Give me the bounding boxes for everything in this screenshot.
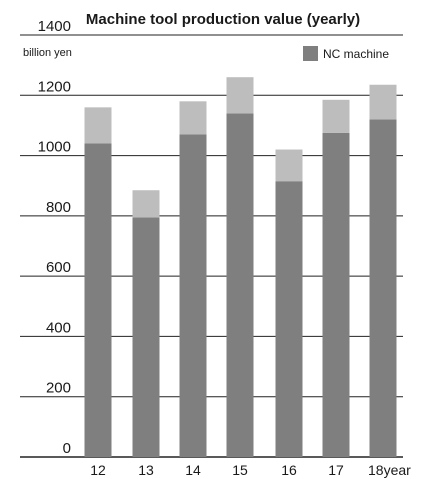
bar-14-segment-0 <box>179 134 207 457</box>
y-tick-label-200: 200 <box>46 380 71 397</box>
bar-13-segment-0 <box>132 217 160 457</box>
y-tick-label-400: 400 <box>46 319 71 336</box>
x-tick-label-17: 17 <box>328 462 344 478</box>
bar-14-segment-1 <box>179 101 207 135</box>
x-tick-label-18: 18year <box>368 462 411 478</box>
x-tick-label-15: 15 <box>232 462 248 478</box>
chart-title: Machine tool production value (yearly) <box>86 11 360 28</box>
y-tick-label-0: 0 <box>63 440 71 457</box>
bar-12-segment-1 <box>84 107 112 144</box>
x-tick-label-12: 12 <box>90 462 106 478</box>
x-axis-tick-labels: 12 13 14 15 16 17 18year <box>90 462 411 478</box>
y-tick-label-1200: 1200 <box>38 78 71 95</box>
y-tick-label-1400: 1400 <box>38 18 71 35</box>
bar-18-segment-0 <box>369 119 397 458</box>
bar-17-segment-0 <box>322 132 350 457</box>
legend-label-nc-machine: NC machine <box>323 47 389 61</box>
bar-17-segment-1 <box>322 99 350 133</box>
bar-15-segment-1 <box>226 77 254 114</box>
y-tick-label-800: 800 <box>46 199 71 216</box>
bar-15-segment-0 <box>226 113 254 457</box>
x-tick-label-16: 16 <box>281 462 297 478</box>
bars <box>84 77 397 458</box>
legend-swatch-nc-machine <box>303 46 318 61</box>
bar-18-segment-1 <box>369 84 397 120</box>
bar-12-segment-0 <box>84 143 112 457</box>
y-tick-label-600: 600 <box>46 259 71 276</box>
bar-13-segment-1 <box>132 190 160 218</box>
y-unit-label: billion yen <box>23 47 72 59</box>
bar-16-segment-0 <box>275 181 303 457</box>
bar-16-segment-1 <box>275 149 303 182</box>
x-tick-label-13: 13 <box>138 462 154 478</box>
y-axis-tick-labels: 0 200 400 600 800 1000 1200 1400 <box>38 18 71 457</box>
legend: NC machine <box>303 46 389 61</box>
y-tick-label-1000: 1000 <box>38 139 71 156</box>
x-tick-label-14: 14 <box>185 462 201 478</box>
